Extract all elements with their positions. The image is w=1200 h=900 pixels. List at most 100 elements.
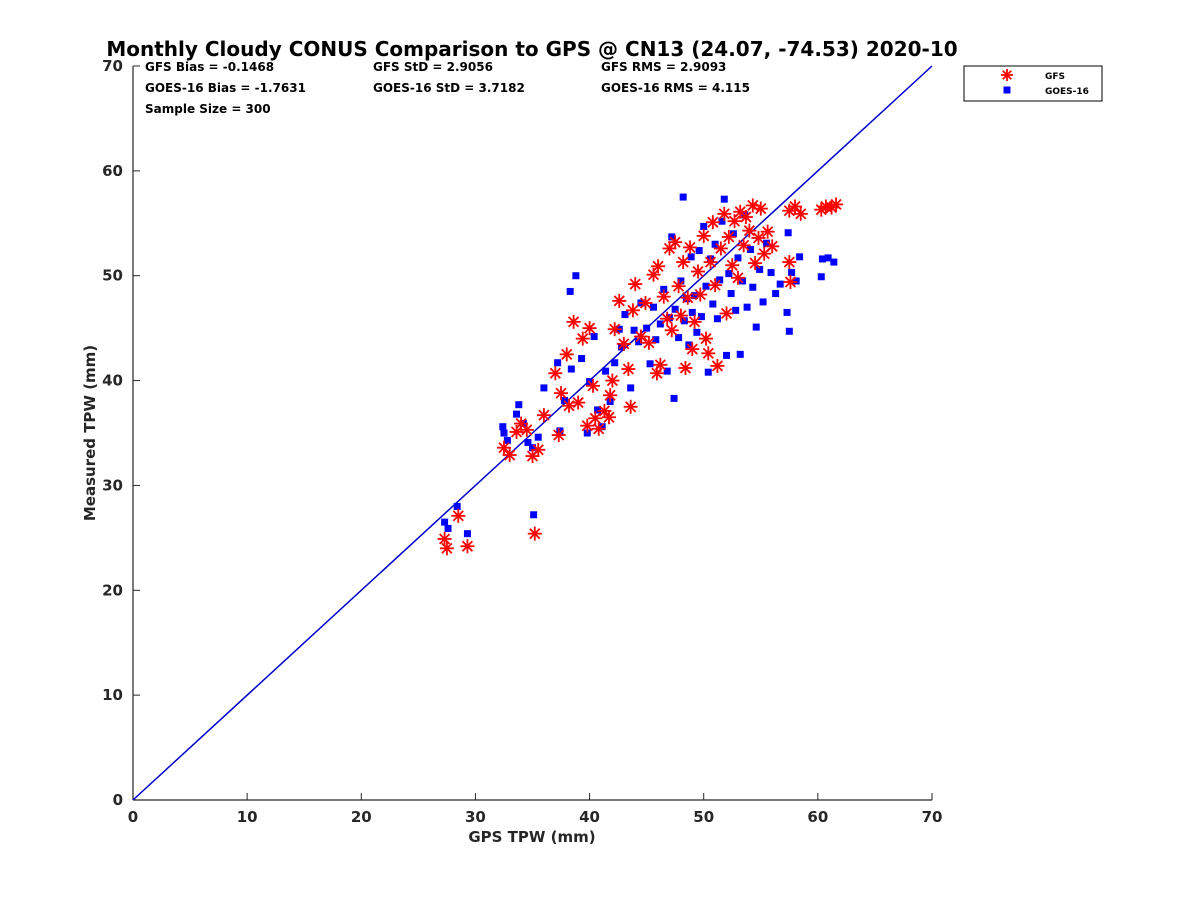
gfs-point-stroke <box>538 409 550 421</box>
gfs-point <box>727 214 742 229</box>
legend-box <box>963 65 1103 102</box>
gfs-point-stroke <box>732 272 744 284</box>
reference-line <box>132 65 933 801</box>
goes16-point <box>723 351 731 359</box>
goes16-point <box>534 433 542 441</box>
gfs-point <box>765 239 780 254</box>
gfs-point-stroke <box>783 256 795 268</box>
gfs-point-stroke <box>728 215 741 227</box>
gfs-point <box>601 410 616 425</box>
goes16-point <box>702 282 710 290</box>
gfs-point <box>638 295 653 310</box>
legend: GFS GOES-16 <box>963 65 1103 102</box>
goes16-point <box>529 444 536 452</box>
goes16-point <box>759 298 767 306</box>
gfs-point <box>514 416 529 431</box>
gfs-point <box>496 440 511 455</box>
gfs-point <box>736 238 751 253</box>
gfs-point-stroke <box>694 289 706 301</box>
goes16-point <box>743 303 751 311</box>
gfs-point <box>571 395 586 410</box>
legend-goes-marker <box>1003 86 1011 94</box>
gfs-point <box>698 331 713 346</box>
goes16-point <box>772 290 780 298</box>
gfs-point <box>554 386 569 401</box>
gfs-point <box>649 366 664 381</box>
gfs-point <box>559 347 574 362</box>
gfs-point <box>607 322 622 337</box>
gfs-point-stroke <box>747 199 759 212</box>
gfs-point-stroke <box>715 242 727 255</box>
gfs-point <box>605 373 620 388</box>
gfs-point <box>588 411 603 426</box>
gfs-point-stroke <box>589 412 601 424</box>
goes16-point <box>711 240 719 248</box>
gfs-point <box>783 275 798 290</box>
goes16-point <box>463 530 471 538</box>
gfs-point <box>527 526 542 541</box>
gfs-point-stroke <box>743 225 755 237</box>
gfs-point-stroke <box>738 239 750 251</box>
gfs-point <box>742 223 757 238</box>
gfs-point-stroke <box>439 533 451 545</box>
goes16-point <box>767 269 775 277</box>
gfs-point-stroke <box>625 401 637 413</box>
gfs-point <box>693 287 708 302</box>
goes16-point <box>693 328 701 336</box>
gfs-point <box>460 539 475 554</box>
y-tick-label: 70 <box>102 57 123 75</box>
goes16-point <box>736 350 744 358</box>
goes16-point <box>697 313 705 321</box>
goes16-point <box>747 246 755 253</box>
gfs-point <box>710 358 725 373</box>
goes16-point <box>627 384 635 392</box>
gfs-point-stroke <box>555 387 567 399</box>
gfs-point <box>575 331 590 346</box>
gfs-point-stroke <box>673 280 685 292</box>
gfs-point <box>628 277 643 292</box>
y-tick-label: 0 <box>113 791 123 809</box>
gfs-point <box>668 235 683 250</box>
goes16-point <box>704 368 712 376</box>
goes16-point <box>594 406 602 414</box>
gfs-point <box>753 201 768 216</box>
gfs-point-stroke <box>609 323 621 335</box>
goes16-point <box>611 359 619 367</box>
goes16-point <box>524 438 532 446</box>
gfs-point <box>683 240 698 255</box>
gfs-point <box>788 199 803 214</box>
gfs-point-stroke <box>627 304 639 316</box>
gfs-point-stroke <box>618 338 630 350</box>
goes16-point <box>583 429 591 437</box>
gfs-point-stroke <box>734 206 746 218</box>
gfs-point-stroke <box>593 423 605 435</box>
goes-bias-stat: GOES-16 Bias = -1.7631 <box>145 81 306 95</box>
gfs-point-stroke <box>498 442 510 454</box>
goes16-point <box>830 258 838 266</box>
goes16-point <box>680 317 688 325</box>
goes16-point <box>727 290 735 298</box>
goes16-point <box>700 222 708 230</box>
sample-size-stat: Sample Size = 300 <box>145 102 271 116</box>
goes16-point <box>725 270 733 278</box>
gfs-point <box>519 422 534 437</box>
gfs-point-stroke <box>692 265 704 278</box>
gfs-point <box>548 366 563 381</box>
gfs-point <box>719 306 734 321</box>
gfs-point <box>591 421 606 436</box>
gfs-point <box>687 314 702 329</box>
x-tick-label: 30 <box>465 808 486 826</box>
gfs-point-stroke <box>598 405 610 417</box>
x-axis-label: GPS TPW (mm) <box>468 828 595 846</box>
goes16-point <box>783 308 791 316</box>
goes16-point <box>752 323 760 331</box>
gfs-point-stroke <box>688 316 701 328</box>
y-axis-label: Measured TPW (mm) <box>81 345 99 521</box>
gfs-point <box>703 255 718 270</box>
gfs-point-stroke <box>643 337 655 349</box>
goes16-legend-symbol <box>1003 86 1011 94</box>
gfs-point-stroke <box>723 231 735 243</box>
gfs-point-stroke <box>766 240 778 252</box>
gfs-std-stat: GFS StD = 2.9056 <box>373 60 493 74</box>
gfs-bias-stat: GFS Bias = -0.1468 <box>145 60 274 74</box>
